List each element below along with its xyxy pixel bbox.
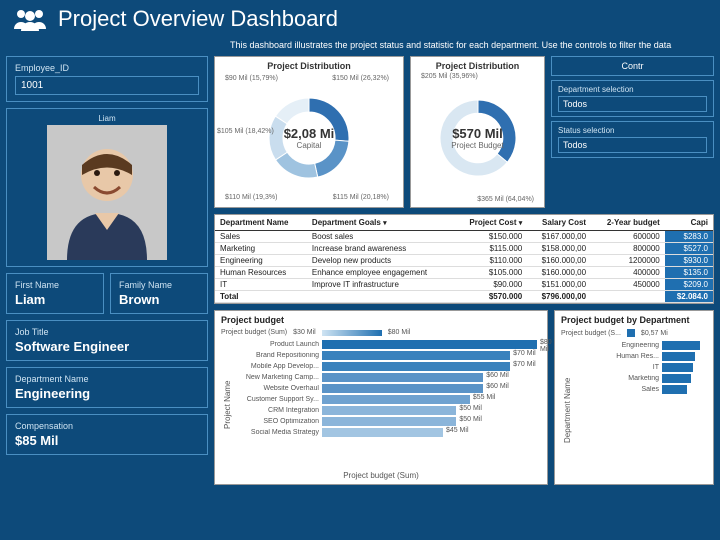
project-budget-legend: Project budget (Sum) $30 Mil $80 Mil (221, 329, 541, 336)
bar-row[interactable]: Mobile App Develop...$70 Mil (234, 362, 537, 371)
department-table: Department NameDepartment Goals ▾Project… (214, 214, 714, 304)
bar-row[interactable]: Marketing (574, 374, 703, 383)
page-title: Project Overview Dashboard (58, 6, 338, 32)
bar-row[interactable]: Social Media Strategy$45 Mil (234, 428, 537, 437)
table-row[interactable]: Human ResourcesEnhance employee engageme… (215, 267, 713, 279)
subtitle: This dashboard illustrates the project s… (0, 38, 720, 56)
people-icon (12, 7, 48, 31)
bar-row[interactable]: SEO Optimization$50 Mil (234, 417, 537, 426)
bar-row[interactable]: Human Res... (574, 352, 703, 361)
bar-row[interactable]: New Marketing Camp...$60 Mil (234, 373, 537, 382)
employee-id-input[interactable] (15, 76, 199, 95)
project-budget-panel: Project budget Project budget (Sum) $30 … (214, 310, 548, 485)
bar-row[interactable]: Sales (574, 385, 703, 394)
filters-panel: Contr Department selection Todos Status … (551, 56, 714, 208)
table-row[interactable]: EngineeringDevelop new products$110.000$… (215, 255, 713, 267)
table-row[interactable]: ITImprove IT infrastructure$90.000$151.0… (215, 279, 713, 291)
bar-row[interactable]: Brand Repositioning$70 Mil (234, 351, 537, 360)
table-total: Total$570.000$796.000,00$2.084.0 (215, 291, 713, 303)
header: Project Overview Dashboard (0, 0, 720, 38)
employee-id-label: Employee_ID (15, 63, 199, 73)
table-row[interactable]: SalesBoost sales$150.000$167.000,0060000… (215, 231, 713, 243)
donut-budget-chart: $570 MilProject Budget $205 Mil (35,96%)… (417, 73, 538, 203)
dept-budget-panel: Project budget by Department Project bud… (554, 310, 714, 485)
bar-row[interactable]: Product Launch$80 Mil (234, 340, 537, 349)
department-card: Department Name Engineering (6, 367, 208, 408)
dept-budget-legend: Project budget (S... $0,57 Mi (561, 329, 707, 337)
bar-row[interactable]: Customer Support Sy...$55 Mil (234, 395, 537, 404)
compensation-card: Compensation $85 Mil (6, 414, 208, 455)
bar-row[interactable]: CRM Integration$50 Mil (234, 406, 537, 415)
employee-photo (47, 125, 167, 260)
donut-capital-chart: $2,08 MiCapital $150 Mil (26,32%)$115 Mi… (221, 73, 397, 203)
donut-capital-panel: Project Distribution $2,08 MiCapital $15… (214, 56, 404, 208)
sidebar: Employee_ID Liam First Name Liam Family … (6, 56, 208, 485)
bar-row[interactable]: IT (574, 363, 703, 372)
family-name-card: Family Name Brown (110, 273, 208, 314)
employee-photo-card: Liam (6, 108, 208, 267)
control-button[interactable]: Contr (551, 56, 714, 76)
status-filter[interactable]: Status selection Todos (551, 121, 714, 158)
job-title-card: Job Title Software Engineer (6, 320, 208, 361)
donut-budget-panel: Project Distribution $570 MilProject Bud… (410, 56, 545, 208)
employee-id-card: Employee_ID (6, 56, 208, 102)
bar-row[interactable]: Engineering (574, 341, 703, 350)
bar-row[interactable]: Website Overhaul$60 Mil (234, 384, 537, 393)
dept-filter[interactable]: Department selection Todos (551, 80, 714, 117)
employee-photo-name: Liam (10, 112, 204, 125)
table-row[interactable]: MarketingIncrease brand awareness$115.00… (215, 243, 713, 255)
first-name-card: First Name Liam (6, 273, 104, 314)
